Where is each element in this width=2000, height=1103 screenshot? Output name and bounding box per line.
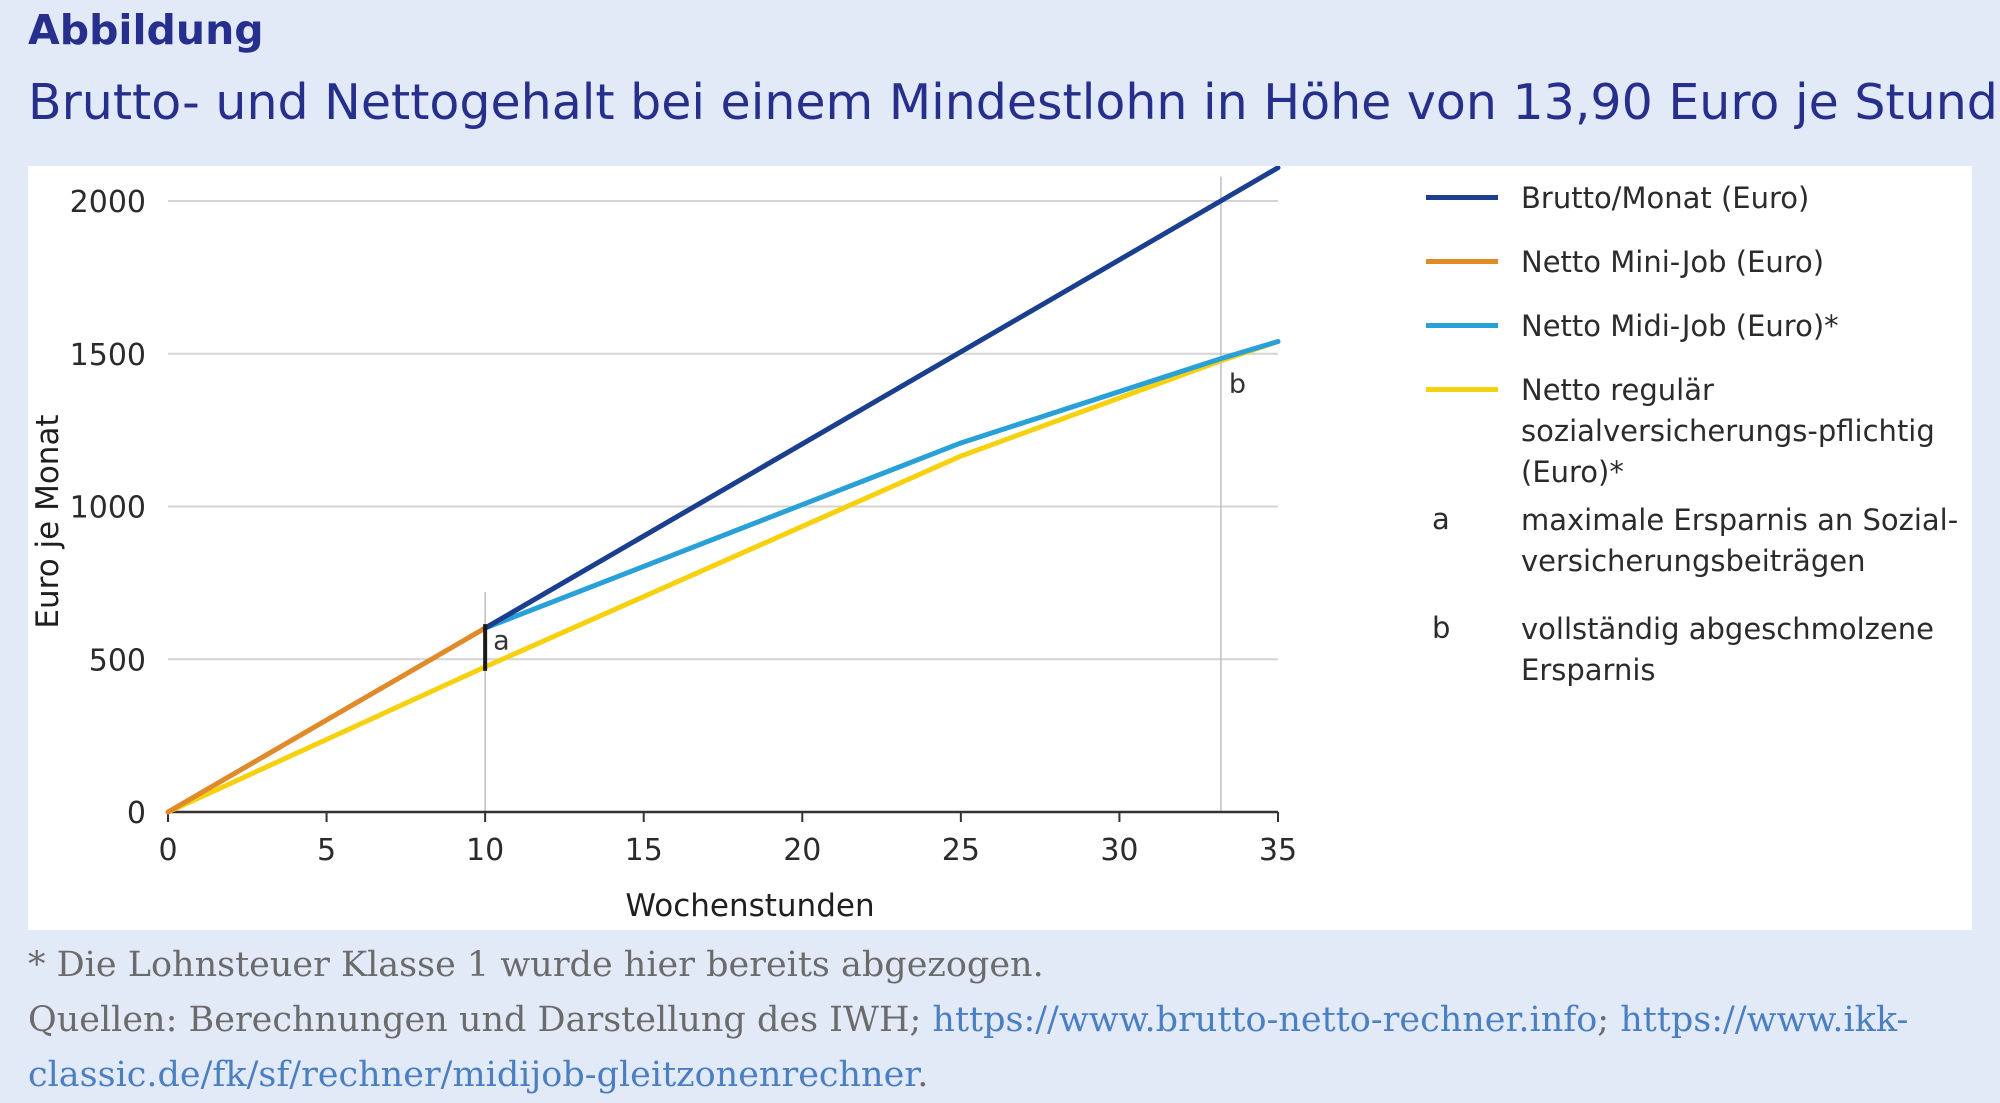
legend-label: Brutto/Monat (Euro) [1521,181,1810,215]
x-tick-label: 10 [466,833,504,868]
y-tick-label: 500 [89,643,146,678]
reference-lines [484,176,1222,812]
sources-prefix: Quellen: Berechnungen und Darstellung de… [28,1000,933,1040]
x-tick-label: 15 [625,833,663,868]
source-link-ikk-classic[interactable]: https://www.ikk-classic.de/fk/sf/rechner… [28,1000,1909,1095]
annotations: ab [483,369,1246,671]
legend-swatch [1426,195,1498,200]
legend-swatch [1426,323,1498,328]
series-line [165,625,488,815]
y-tick-label: 2000 [70,185,146,220]
legend-label: Netto regulär sozialversicherungs-pflich… [1521,373,1935,489]
x-tick-label: 35 [1259,833,1297,868]
sources-end: . [917,1055,929,1095]
axes: 0 500 1000 1500 2000 0 5 10 15 20 25 30 35 [70,185,1297,868]
x-axis-title: Wochenstunden [625,888,874,924]
legend-label: maximale Ersparnis an Sozial-versicherun… [1521,503,1959,578]
series-line [482,339,1281,631]
legend-swatch [1426,387,1498,392]
x-tick-label: 5 [317,833,336,868]
series-line [165,339,1281,815]
y-tick-label: 0 [127,796,146,831]
sources-separator: ; [1597,1000,1621,1040]
figure-eyebrow: Abbildung [28,6,264,54]
x-tick-label: 30 [1100,833,1138,868]
series-line [482,166,1281,631]
footnote-note: * Die Lohnsteuer Klasse 1 wurde hier ber… [28,945,1044,985]
y-tick-label: 1000 [70,491,146,526]
legend-key: b [1432,611,1451,645]
y-tick-label: 1500 [70,338,146,373]
x-tick-label: 0 [158,833,177,868]
x-tick-label: 20 [783,833,821,868]
legend-key: a [1432,502,1450,536]
legend-label: Netto Midi-Job (Euro)* [1521,309,1839,343]
legend-label: Netto Mini-Job (Euro) [1521,245,1825,279]
source-link-brutto-netto[interactable]: https://www.brutto-netto-rechner.info [932,1000,1598,1040]
gridlines [168,200,1278,661]
legend-swatch [1426,259,1498,264]
series-lines [165,166,1281,815]
footnote: * Die Lohnsteuer Klasse 1 wurde hier ber… [28,938,1972,1103]
x-tick-label: 25 [942,833,980,868]
chart-title: Brutto- und Nettogehalt bei einem Mindes… [28,74,2000,131]
legend-label: vollständig abgeschmolzene Ersparnis [1521,612,1934,687]
footnote-sources: Quellen: Berechnungen und Darstellung de… [28,993,1972,1103]
annotation-label: a [493,625,510,656]
annotation-label: b [1229,369,1246,400]
y-axis-title: Euro je Monat [30,414,66,628]
